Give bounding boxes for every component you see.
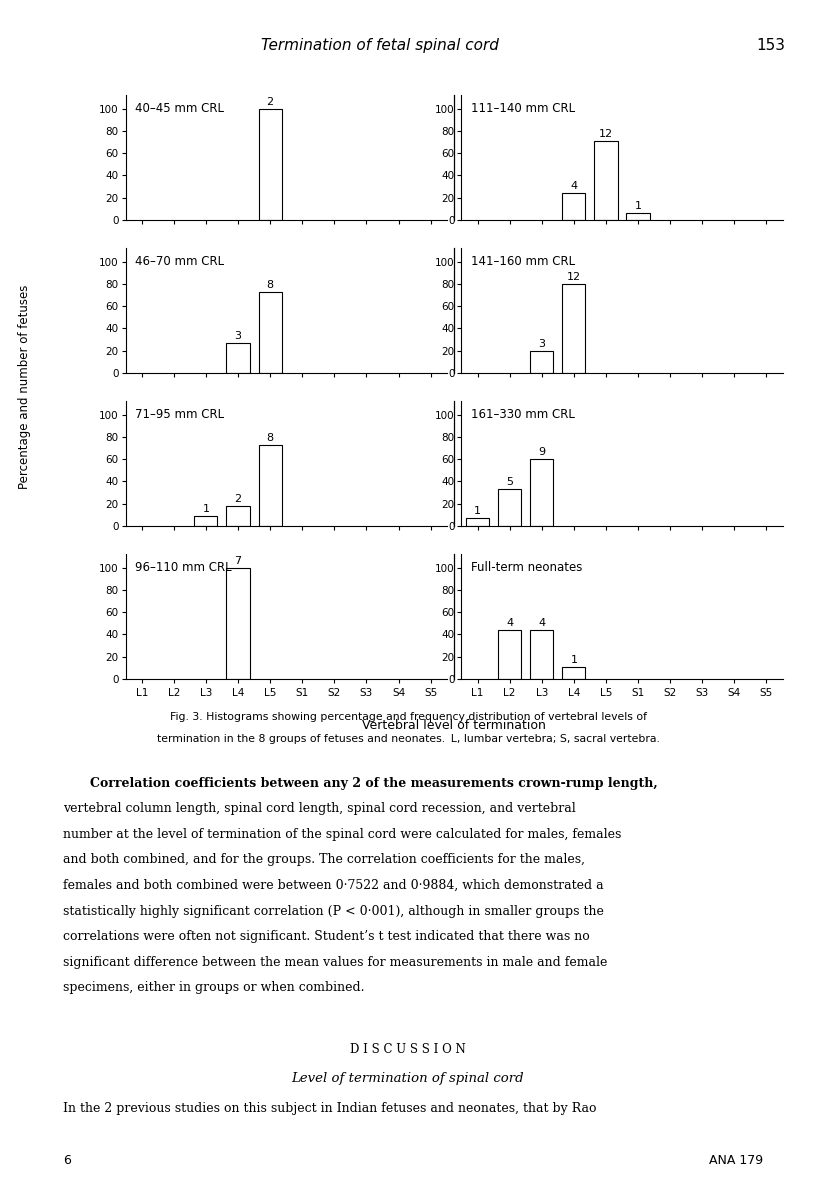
Bar: [227, 506, 250, 526]
Bar: [259, 292, 282, 373]
Text: Fig. 3. Histograms showing percentage and frequency distribution of vertebral le: Fig. 3. Histograms showing percentage an…: [170, 712, 646, 722]
Text: 1: 1: [474, 506, 481, 517]
Text: females and both combined were between 0·7522 and 0·9884, which demonstrated a: females and both combined were between 0…: [63, 879, 604, 892]
Bar: [498, 490, 521, 526]
Bar: [530, 630, 553, 679]
Text: 12: 12: [599, 129, 613, 139]
Bar: [562, 193, 585, 219]
Text: 6: 6: [63, 1154, 71, 1167]
Text: and both combined, and for the groups. The correlation coefficients for the male: and both combined, and for the groups. T…: [63, 853, 585, 866]
Text: 7: 7: [234, 556, 242, 566]
Bar: [562, 283, 585, 373]
Text: statistically highly significant correlation (P < 0·001), although in smaller gr: statistically highly significant correla…: [63, 905, 604, 917]
Text: correlations were often not significant. Student’s t test indicated that there w: correlations were often not significant.…: [63, 930, 590, 943]
Text: 40–45 mm CRL: 40–45 mm CRL: [135, 101, 224, 114]
Text: 3: 3: [539, 339, 545, 349]
Text: 12: 12: [567, 273, 581, 282]
Text: 1: 1: [635, 201, 641, 212]
Text: 111–140 mm CRL: 111–140 mm CRL: [471, 101, 575, 114]
Text: Termination of fetal spinal cord: Termination of fetal spinal cord: [260, 38, 499, 54]
Bar: [594, 141, 618, 219]
Bar: [466, 518, 489, 526]
Text: D I S C U S S I O N: D I S C U S S I O N: [350, 1043, 466, 1055]
Text: vertebral column length, spinal cord length, spinal cord recession, and vertebra: vertebral column length, spinal cord len…: [63, 803, 575, 815]
Text: 96–110 mm CRL: 96–110 mm CRL: [135, 561, 232, 574]
Text: Correlation coefficients between any 2 of the measurements crown-rump length,: Correlation coefficients between any 2 o…: [90, 777, 658, 790]
Text: 71–95 mm CRL: 71–95 mm CRL: [135, 407, 224, 420]
Text: Percentage and number of fetuses: Percentage and number of fetuses: [18, 285, 31, 490]
Text: In the 2 previous studies on this subject in Indian fetuses and neonates, that b: In the 2 previous studies on this subjec…: [63, 1103, 596, 1115]
Bar: [562, 667, 585, 679]
Bar: [627, 213, 650, 219]
Bar: [498, 630, 521, 679]
Text: Vertebral level of termination: Vertebral level of termination: [362, 719, 546, 732]
Text: 2: 2: [267, 96, 273, 107]
Text: 2: 2: [234, 494, 242, 504]
Text: 141–160 mm CRL: 141–160 mm CRL: [471, 255, 575, 268]
Text: significant difference between the mean values for measurements in male and fema: significant difference between the mean …: [63, 955, 607, 968]
Text: 161–330 mm CRL: 161–330 mm CRL: [471, 407, 575, 420]
Text: 5: 5: [506, 478, 513, 487]
Text: Level of termination of spinal cord: Level of termination of spinal cord: [291, 1072, 525, 1085]
Text: termination in the 8 groups of fetuses and neonates.  L, lumbar vertebra; S, sac: termination in the 8 groups of fetuses a…: [157, 734, 659, 743]
Text: 153: 153: [756, 38, 785, 54]
Bar: [227, 568, 250, 679]
Text: 1: 1: [202, 504, 210, 515]
Bar: [194, 516, 218, 526]
Text: 4: 4: [539, 618, 545, 629]
Text: 8: 8: [267, 280, 273, 289]
Bar: [259, 444, 282, 526]
Text: 3: 3: [234, 331, 242, 341]
Text: ANA 179: ANA 179: [709, 1154, 763, 1167]
Text: 4: 4: [506, 618, 513, 629]
Text: 8: 8: [267, 434, 273, 443]
Text: number at the level of termination of the spinal cord were calculated for males,: number at the level of termination of th…: [63, 828, 621, 841]
Text: 4: 4: [570, 181, 578, 192]
Text: 9: 9: [539, 448, 545, 457]
Text: specimens, either in groups or when combined.: specimens, either in groups or when comb…: [63, 981, 364, 994]
Bar: [259, 108, 282, 219]
Text: 1: 1: [570, 655, 578, 665]
Bar: [530, 350, 553, 373]
Text: 46–70 mm CRL: 46–70 mm CRL: [135, 255, 224, 268]
Bar: [530, 460, 553, 526]
Text: Full-term neonates: Full-term neonates: [471, 561, 583, 574]
Bar: [227, 343, 250, 373]
